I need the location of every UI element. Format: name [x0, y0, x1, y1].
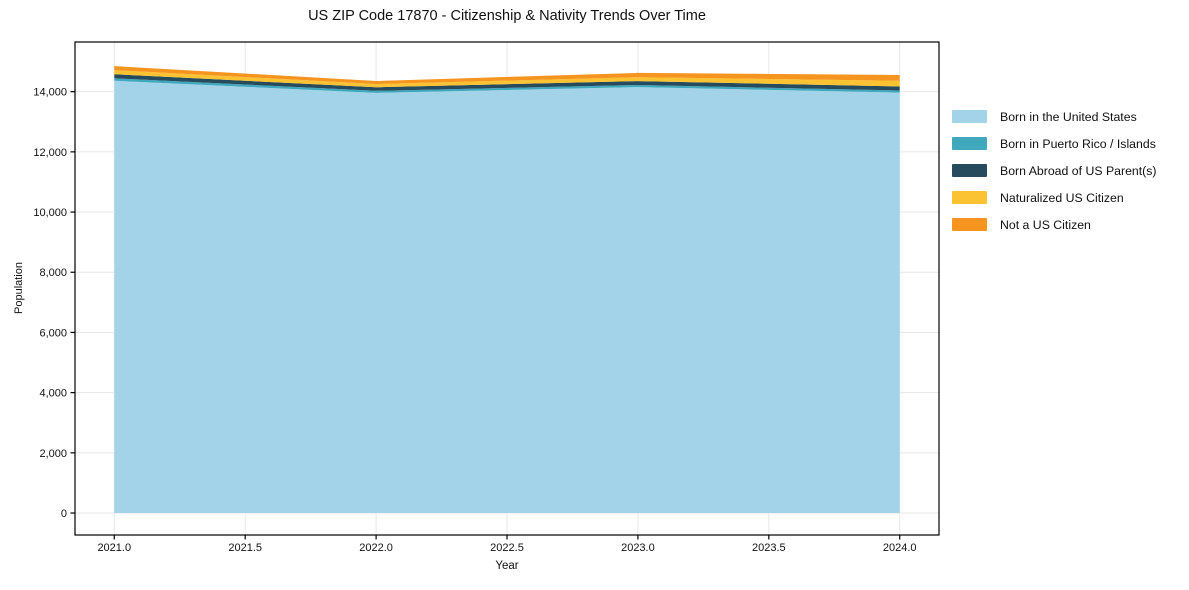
y-axis-label: Population [13, 262, 25, 314]
x-tick-label: 2023.0 [621, 542, 655, 554]
x-tick-label: 2022.0 [359, 542, 393, 554]
y-tick-label: 12,000 [33, 147, 67, 159]
legend-swatch-born-puerto-rico [952, 137, 987, 150]
legend-label: Born in the United States [1000, 109, 1137, 124]
y-tick-label: 4,000 [39, 388, 67, 400]
x-tick-label: 2023.5 [752, 542, 786, 554]
x-axis-label: Year [495, 560, 519, 572]
legend-item: Naturalized US Citizen [952, 184, 1157, 211]
legend-label: Born Abroad of US Parent(s) [1000, 163, 1157, 178]
y-tick-label: 14,000 [33, 87, 67, 99]
legend-label: Not a US Citizen [1000, 217, 1091, 232]
legend-item: Born in the United States [952, 103, 1157, 130]
legend: Born in the United States Born in Puerto… [952, 103, 1157, 238]
x-tick-label: 2021.0 [97, 542, 131, 554]
legend-label: Born in Puerto Rico / Islands [1000, 136, 1156, 151]
legend-swatch-born-in-us [952, 110, 987, 123]
area-series-1 [114, 78, 900, 93]
chart-title: US ZIP Code 17870 - Citizenship & Nativi… [308, 8, 706, 24]
legend-item: Not a US Citizen [952, 211, 1157, 238]
y-tick-label: 10,000 [33, 207, 67, 219]
area-series-3 [114, 70, 900, 88]
legend-item: Born Abroad of US Parent(s) [952, 157, 1157, 184]
x-tick-label: 2021.5 [228, 542, 262, 554]
legend-label: Naturalized US Citizen [1000, 190, 1124, 205]
y-tick-label: 2,000 [39, 448, 67, 460]
x-tick-label: 2024.0 [883, 542, 917, 554]
area-series-0 [114, 80, 900, 514]
y-tick-label: 8,000 [39, 267, 67, 279]
y-tick-label: 6,000 [39, 327, 67, 339]
legend-swatch-born-abroad [952, 164, 987, 177]
area-series-4 [114, 66, 900, 84]
y-tick-label: 0 [61, 508, 67, 520]
x-tick-label: 2022.5 [490, 542, 524, 554]
legend-swatch-not-citizen [952, 218, 987, 231]
area-series-2 [114, 74, 900, 91]
legend-item: Born in Puerto Rico / Islands [952, 130, 1157, 157]
legend-swatch-naturalized [952, 191, 987, 204]
